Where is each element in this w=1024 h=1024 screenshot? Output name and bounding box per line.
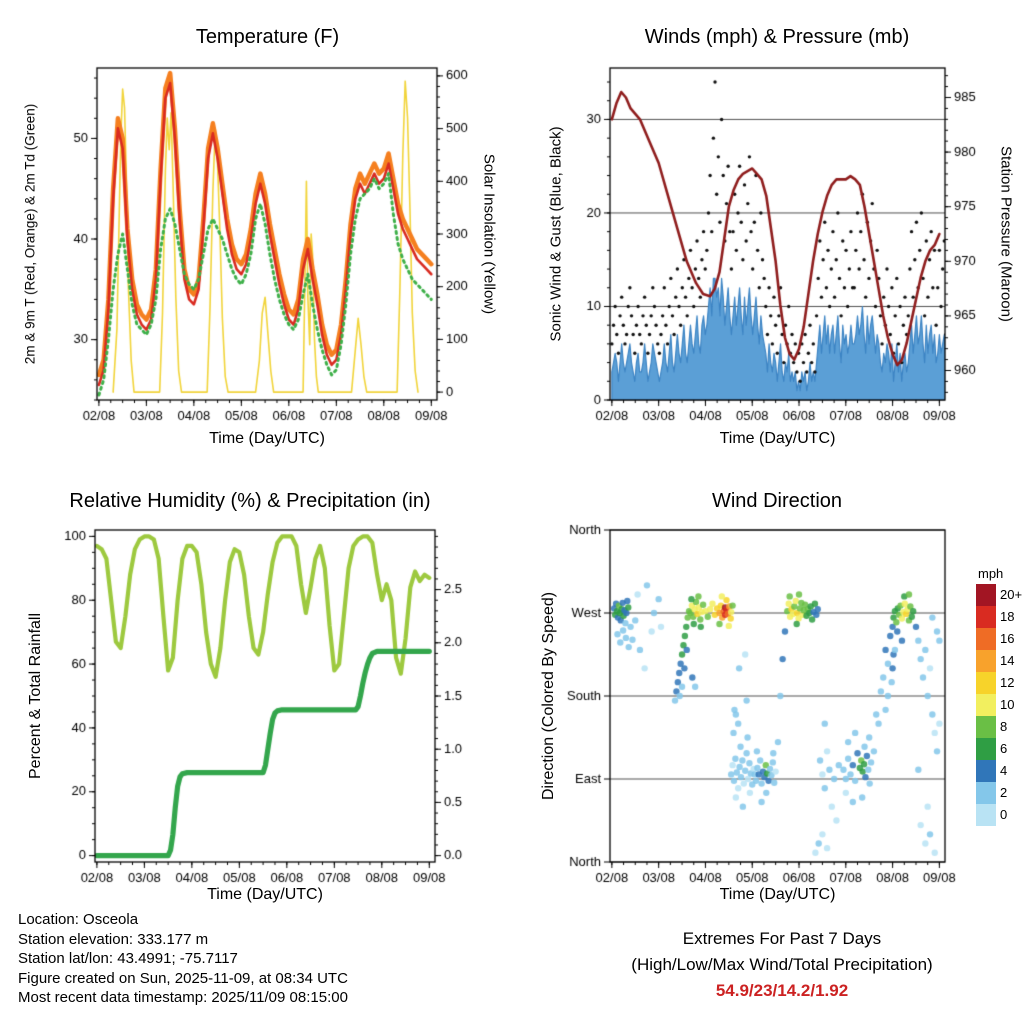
x-axis-label-winds: Time (Day/UTC) — [719, 430, 836, 447]
temperature-chart-canvas — [0, 0, 512, 470]
colorbar-entry: 4 — [976, 760, 1022, 782]
colorbar-entry: 20+ — [976, 584, 1022, 606]
colorbar-entry: 0 — [976, 804, 1022, 826]
colorbar-swatch — [976, 628, 996, 650]
colorbar-swatch — [976, 760, 996, 782]
data-timestamp: Most recent data timestamp: 2025/11/09 0… — [18, 989, 348, 1006]
colorbar-swatch — [976, 716, 996, 738]
colorbar-entry: 18 — [976, 606, 1022, 628]
colorbar-label: 20+ — [1000, 587, 1023, 602]
colorbar-entry: 14 — [976, 650, 1022, 672]
extremes-subtitle: (High/Low/Max Wind/Total Precipitation) — [631, 955, 933, 974]
y-axis-label-temp-left: 2m & 9m T (Red, Orange) & 2m Td (Green) — [22, 103, 38, 365]
colorbar-label: 4 — [1000, 763, 1008, 778]
wind-speed-colorbar: mph 20+ 18 16 14 12 10 8 6 4 2 0 — [976, 566, 1022, 826]
station-info: Location: Osceola Station elevation: 333… — [18, 910, 348, 1008]
figure-created: Figure created on Sun, 2025-11-09, at 08… — [18, 969, 348, 987]
colorbar-swatch — [976, 782, 996, 804]
panel-title-temperature: Temperature (F) — [195, 26, 340, 48]
colorbar-entry: 12 — [976, 672, 1022, 694]
colorbar-swatch — [976, 672, 996, 694]
x-axis-label-temperature: Time (Day/UTC) — [209, 430, 325, 447]
colorbar-label: 18 — [1000, 609, 1015, 624]
panel-winds-pressure: Winds (mph) & Pressure (mb) Sonic Wind &… — [512, 0, 1024, 478]
colorbar-entry: 6 — [976, 738, 1022, 760]
panel-title-winds: Winds (mph) & Pressure (mb) — [644, 26, 910, 48]
colorbar-cells: 20+ 18 16 14 12 10 8 6 4 2 0 — [976, 584, 1022, 826]
panel-temperature: Temperature (F) 2m & 9m T (Red, Orange) … — [0, 0, 512, 478]
colorbar-swatch — [976, 738, 996, 760]
colorbar-swatch — [976, 804, 996, 826]
y-axis-label-direction-left: Direction (Colored By Speed) — [540, 591, 557, 801]
y-axis-label-percent-left: Percent & Total Rainfall — [27, 612, 44, 780]
colorbar-entry: 8 — [976, 716, 1022, 738]
colorbar-swatch — [976, 650, 996, 672]
y-axis-label-wind-left: Sonic Wind & Gust (Blue, Black) — [547, 126, 565, 342]
wind-direction-chart-canvas — [512, 480, 1024, 920]
colorbar-label: 6 — [1000, 741, 1008, 756]
colorbar-label: 10 — [1000, 697, 1015, 712]
panel-title-wind-direction: Wind Direction — [711, 490, 843, 512]
colorbar-label: 12 — [1000, 675, 1015, 690]
panel-humidity-precip: Relative Humidity (%) & Precipitation (i… — [0, 480, 512, 920]
colorbar-swatch — [976, 606, 996, 628]
colorbar-entry: 10 — [976, 694, 1022, 716]
colorbar-swatch — [976, 694, 996, 716]
colorbar-label: 0 — [1000, 807, 1008, 822]
colorbar-label: 14 — [1000, 653, 1015, 668]
x-axis-label-wind-direction: Time (Day/UTC) — [719, 886, 836, 903]
station-elevation: Station elevation: 333.177 m — [18, 930, 209, 948]
colorbar-entry: 2 — [976, 782, 1022, 804]
humidity-precip-chart-canvas — [0, 480, 512, 920]
extremes-title: Extremes For Past 7 Days — [682, 929, 882, 948]
station-latlon: Station lat/lon: 43.4991; -75.7117 — [18, 950, 238, 967]
y-axis-label-solar-right: Solar Insolation (Yellow) — [480, 153, 498, 315]
panel-title-humidity: Relative Humidity (%) & Precipitation (i… — [69, 490, 431, 512]
extremes-block: Extremes For Past 7 Days (High/Low/Max W… — [552, 926, 1012, 1004]
station-location: Location: Osceola — [18, 911, 139, 928]
colorbar-label: 2 — [1000, 785, 1008, 800]
colorbar-swatch — [976, 584, 996, 606]
x-axis-label-humidity: Time (Day/UTC) — [207, 886, 323, 903]
panel-wind-direction: Wind Direction Direction (Colored By Spe… — [512, 480, 1024, 920]
colorbar-label: 16 — [1000, 631, 1015, 646]
colorbar-label: 8 — [1000, 719, 1008, 734]
y-axis-label-pressure-right: Station Pressure (Maroon) — [997, 146, 1015, 322]
winds-pressure-chart-canvas — [512, 0, 1024, 470]
colorbar-entry: 16 — [976, 628, 1022, 650]
extremes-values: 54.9/23/14.2/1.92 — [715, 981, 849, 1000]
colorbar-title: mph — [978, 566, 1004, 581]
